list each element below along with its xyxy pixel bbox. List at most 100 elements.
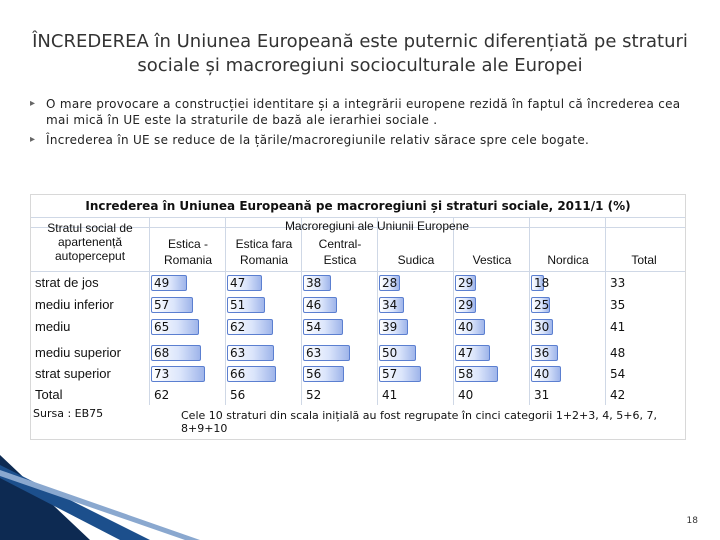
row-header-line: Stratul social de	[47, 221, 133, 235]
value-bar	[531, 366, 561, 382]
table-cell: 50	[382, 346, 398, 360]
bullet-arrow-icon: ▸	[30, 134, 36, 145]
table-cell: 33	[610, 276, 626, 290]
row-header-line: apartenență	[57, 235, 123, 249]
table-cell: 40	[458, 320, 474, 334]
table-cell: 52	[306, 388, 322, 402]
bullet-list: ▸ O mare provocare a construcției identi…	[30, 96, 700, 152]
column-header: Vestica	[472, 253, 512, 267]
table-cell: 18	[534, 276, 550, 290]
table-cell: 48	[610, 346, 626, 360]
value-bar	[379, 345, 416, 361]
table-cell: 63	[306, 346, 322, 360]
table-cell: 47	[230, 276, 246, 290]
table-footnote: Cele 10 straturi din scala inițială au f…	[181, 409, 657, 435]
value-bar	[455, 366, 498, 382]
table-cell: 40	[534, 367, 550, 381]
table-gridline	[605, 217, 606, 405]
table-cell: 54	[306, 320, 322, 334]
value-bar	[379, 297, 404, 313]
value-bar	[303, 366, 344, 382]
value-bar	[303, 297, 337, 313]
value-bar	[531, 319, 553, 335]
group-header: Macroregiuni ale Uniunii Europene	[284, 219, 470, 233]
bullet-item: ▸ Încrederea în UE se reduce de la țăril…	[30, 132, 700, 148]
table-cell: 62	[230, 320, 246, 334]
row-label: mediu inferior	[35, 297, 114, 312]
column-header: Estica	[323, 253, 357, 267]
value-bar	[227, 297, 265, 313]
bullet-text: O mare provocare a construcției identita…	[46, 97, 681, 127]
table-cell: 29	[458, 276, 474, 290]
table-cell: 63	[230, 346, 246, 360]
table-cell: 29	[458, 298, 474, 312]
table-gridline	[225, 217, 226, 405]
value-bar	[303, 275, 331, 291]
table-cell: 47	[458, 346, 474, 360]
value-bar	[151, 297, 193, 313]
value-bar	[227, 319, 273, 335]
corner-stripe	[0, 455, 90, 540]
value-bar	[151, 345, 201, 361]
table-cell: 49	[154, 276, 170, 290]
table-gridline	[31, 217, 685, 218]
value-bar	[531, 297, 550, 313]
table-gridline	[149, 217, 150, 405]
table-cell: 40	[458, 388, 474, 402]
row-header-line: autoperceput	[54, 249, 126, 263]
column-header: Estica -	[167, 237, 208, 251]
table-cell: 58	[458, 367, 474, 381]
table-cell: 62	[154, 388, 170, 402]
table-cell: 41	[610, 320, 626, 334]
table-gridline	[453, 217, 454, 405]
table-cell: 65	[154, 320, 170, 334]
table-cell: 66	[230, 367, 246, 381]
corner-stripe	[0, 470, 200, 540]
value-bar	[455, 345, 490, 361]
column-header: Romania	[239, 253, 289, 267]
column-header: Central-	[318, 237, 362, 251]
table-gridline	[377, 217, 378, 405]
table-cell: 51	[230, 298, 246, 312]
value-bar	[227, 345, 274, 361]
table-cell: 42	[610, 388, 626, 402]
table-cell: 56	[306, 367, 322, 381]
value-bar	[303, 345, 350, 361]
slide-title: ÎNCREDEREA în Uniunea Europeană este put…	[32, 31, 688, 76]
row-label: strat superior	[35, 366, 111, 381]
column-header: Total	[631, 253, 657, 267]
value-bar	[151, 366, 205, 382]
value-bar	[151, 319, 199, 335]
value-bar	[531, 345, 558, 361]
table-gridline	[31, 271, 685, 272]
table-cell: 39	[382, 320, 398, 334]
slide-number: 18	[686, 516, 698, 526]
value-bar	[455, 275, 476, 291]
table-gridline	[31, 227, 685, 228]
table-cell: 38	[306, 276, 322, 290]
table-cell: 36	[534, 346, 550, 360]
value-bar	[151, 275, 187, 291]
bullet-arrow-icon: ▸	[30, 98, 36, 109]
corner-stripe	[0, 465, 150, 540]
value-bar	[455, 297, 476, 313]
row-label: strat de jos	[35, 275, 99, 290]
value-bar	[379, 275, 400, 291]
table-gridline	[529, 217, 530, 405]
value-bar	[379, 319, 408, 335]
table-gridline	[301, 217, 302, 405]
table-cell: 57	[382, 367, 398, 381]
column-header: Estica fara	[235, 237, 293, 251]
bullet-item: ▸ O mare provocare a construcției identi…	[30, 96, 700, 128]
table-cell: 56	[230, 388, 246, 402]
column-header: Nordica	[547, 253, 589, 267]
row-label: mediu superior	[35, 345, 121, 360]
value-bar	[379, 366, 421, 382]
column-header: Sudica	[397, 253, 435, 267]
table-cell: 25	[534, 298, 550, 312]
table-cell: 28	[382, 276, 398, 290]
table-cell: 41	[382, 388, 398, 402]
bullet-text: Încrederea în UE se reduce de la țările/…	[46, 133, 590, 147]
table-cell: 57	[154, 298, 170, 312]
table-cell: 73	[154, 367, 170, 381]
